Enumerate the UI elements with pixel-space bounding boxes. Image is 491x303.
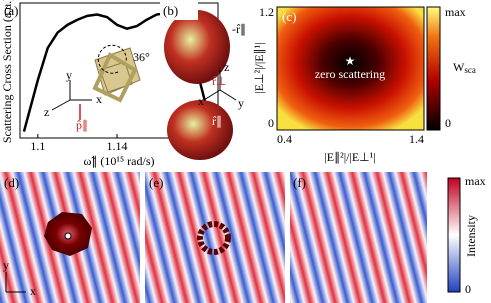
x-tick-label: 0.4 <box>277 132 292 146</box>
x-axis-label: ω̃∥ (10¹⁵ rad/s) <box>84 154 155 168</box>
panel-label: (f) <box>293 175 306 190</box>
x-axis-label: |E∥²|/|E⊥¹| <box>324 150 375 164</box>
scatterer-field <box>197 221 231 255</box>
axis-label: x <box>198 94 204 108</box>
panel-label: (c) <box>282 9 296 24</box>
annotation: zero scattering <box>315 67 385 81</box>
y-axis-label: Scattering Cross Section (a.u.) <box>0 0 14 143</box>
colorbar <box>426 6 441 131</box>
axis-label: x <box>30 284 36 298</box>
y-tick-label: 1.2 <box>259 5 274 19</box>
lobe <box>167 100 233 160</box>
annotation: r̂∥ <box>212 114 222 128</box>
colorbar <box>447 177 461 293</box>
field-map <box>145 172 285 303</box>
colorbar-max: max <box>445 5 466 19</box>
panel-label: (d) <box>4 175 19 190</box>
x-tick-label: 1.4 <box>409 132 424 146</box>
annotation: r̂⊥ <box>212 74 226 88</box>
axis-label: y <box>3 258 9 272</box>
y-tick-label: 0 <box>268 116 274 130</box>
annotation: 36° <box>133 50 150 64</box>
panel-e: (e) <box>145 172 285 303</box>
colorbar-min: 0 <box>445 116 451 130</box>
axis-label: z <box>224 60 229 74</box>
annotation: y <box>66 68 72 82</box>
colorbar-min: 0 <box>465 282 471 296</box>
label: W <box>453 60 465 74</box>
panel-label: (b) <box>163 3 178 18</box>
colorbar-label: Intensity <box>464 215 478 257</box>
annotation: x <box>96 92 102 106</box>
field-map <box>290 172 427 303</box>
annotation: p̂∥ <box>76 118 88 132</box>
marker: ★ <box>345 54 356 68</box>
y-axis-label: |E⊥²|/|E∥¹| <box>252 42 266 93</box>
panel-b: (b) z x y -r̂∥ r̂⊥ r̂∥ <box>160 0 246 160</box>
annotation: -r̂∥ <box>232 22 246 36</box>
panel-label: (a) <box>4 3 18 18</box>
panel-f: (f) <box>290 172 427 303</box>
axis-label: y <box>238 96 244 110</box>
colorbar-max: max <box>465 174 486 188</box>
panel-c: (c) zero scattering ★ |E⊥²|/|E∥¹| |E∥²|/… <box>252 5 476 164</box>
heatmap <box>276 6 425 131</box>
x-tick-label: 1.1 <box>30 139 45 153</box>
colorbar-intensity: max 0 Intensity <box>447 174 486 296</box>
x-tick-label: 1.14 <box>107 139 128 153</box>
annotation: z <box>44 105 49 119</box>
lobe <box>164 10 230 84</box>
chiral-structure <box>51 44 141 120</box>
panel-label: (e) <box>149 175 163 190</box>
label-sub: sca <box>464 65 476 75</box>
panel-d: (d) y x <box>0 172 140 303</box>
colorbar-label: Wsca <box>453 60 476 75</box>
